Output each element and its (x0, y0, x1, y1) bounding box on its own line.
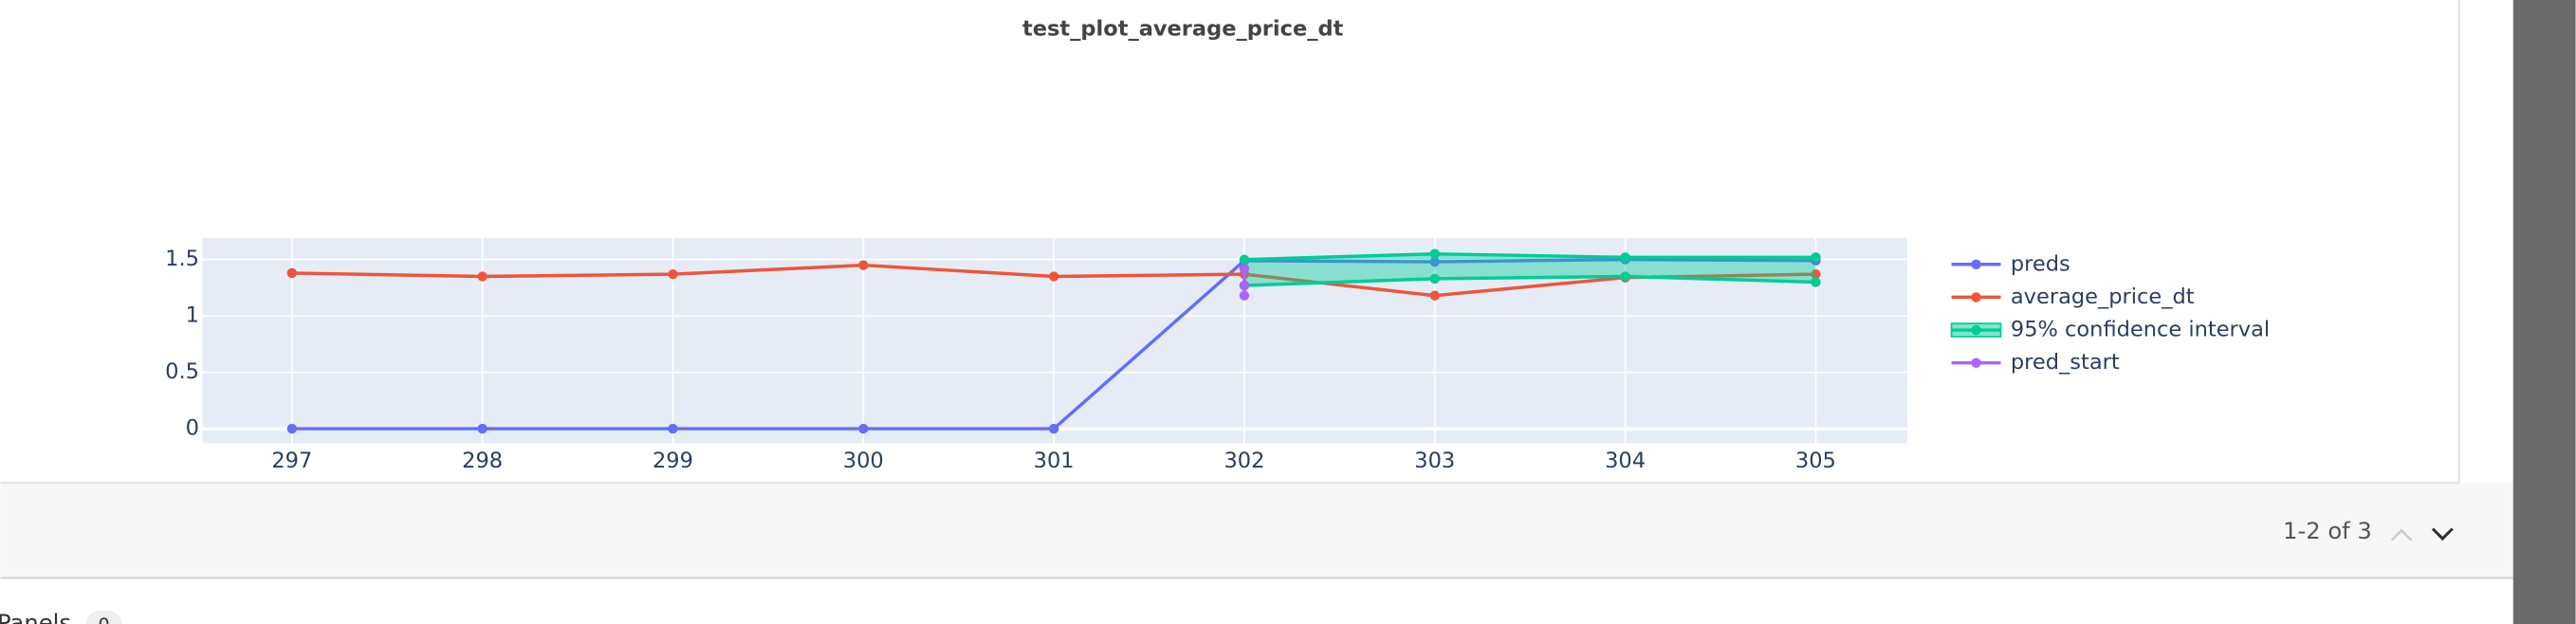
chart-title: test_plot_average_price_dt (1022, 17, 1344, 42)
band-upper-point (1239, 254, 1250, 265)
series-line-point (477, 423, 488, 434)
x-tick-label: 298 (462, 449, 503, 473)
x-tick-label: 304 (1605, 449, 1646, 473)
legend-dot (1971, 259, 1981, 269)
x-tick-label: 301 (1034, 449, 1075, 473)
series-line-point (1429, 256, 1440, 267)
x-tick-label: 297 (271, 449, 312, 473)
series-line-point (1811, 268, 1821, 280)
band-upper-point (1811, 252, 1821, 263)
pred-start-point (1239, 290, 1250, 301)
series-line-point (1429, 290, 1440, 301)
legend-label: pred_start (2011, 350, 2120, 375)
legend-dot (1971, 324, 1981, 336)
panels-label: Panels (0, 609, 71, 624)
band-lower-point (1811, 277, 1821, 287)
series-line-point (858, 260, 869, 270)
x-tick-label: 299 (653, 449, 693, 473)
panels-count: 0 (98, 615, 109, 624)
y-tick-label: 1.5 (165, 247, 199, 271)
x-tick-label: 300 (843, 449, 884, 473)
legend-label: average_price_dt (2011, 284, 2195, 309)
next-button[interactable] (2431, 527, 2454, 541)
series-line-point (1048, 423, 1059, 434)
band-upper-point (1620, 252, 1630, 263)
y-tick-label: 0.5 (165, 359, 199, 384)
series-line-point (668, 268, 678, 280)
series-line-point (668, 423, 678, 434)
legend-label: preds (2011, 251, 2070, 276)
band-upper-point (1429, 248, 1440, 259)
x-tick-label: 303 (1414, 449, 1455, 473)
legend-dot (1971, 292, 1981, 303)
series-line-point (858, 423, 869, 434)
legend-dot (1971, 358, 1981, 368)
y-tick-label: 1 (186, 303, 199, 328)
band-lower (1243, 274, 1816, 287)
series-line-point (286, 423, 298, 434)
x-tick-label: 302 (1224, 449, 1264, 473)
prev-button[interactable] (2390, 528, 2413, 541)
legend-label: 95% confidence interval (2011, 318, 2270, 342)
series-line-point (1048, 271, 1059, 282)
band-lower-point (1429, 273, 1440, 284)
series-line-point (477, 271, 488, 282)
pred-start-point (1239, 263, 1250, 274)
series-line-point (286, 267, 298, 279)
panels-badge (85, 611, 122, 624)
band-upper (1243, 251, 1816, 262)
pager-label: 1-2 of 3 (2283, 517, 2372, 544)
footer-bar (0, 483, 2513, 578)
side-strip (2512, 0, 2576, 624)
pred-start-point (1239, 280, 1250, 291)
x-tick-label: 305 (1795, 449, 1836, 473)
y-tick-label: 0 (186, 416, 199, 441)
band-lower-point (1620, 271, 1630, 282)
